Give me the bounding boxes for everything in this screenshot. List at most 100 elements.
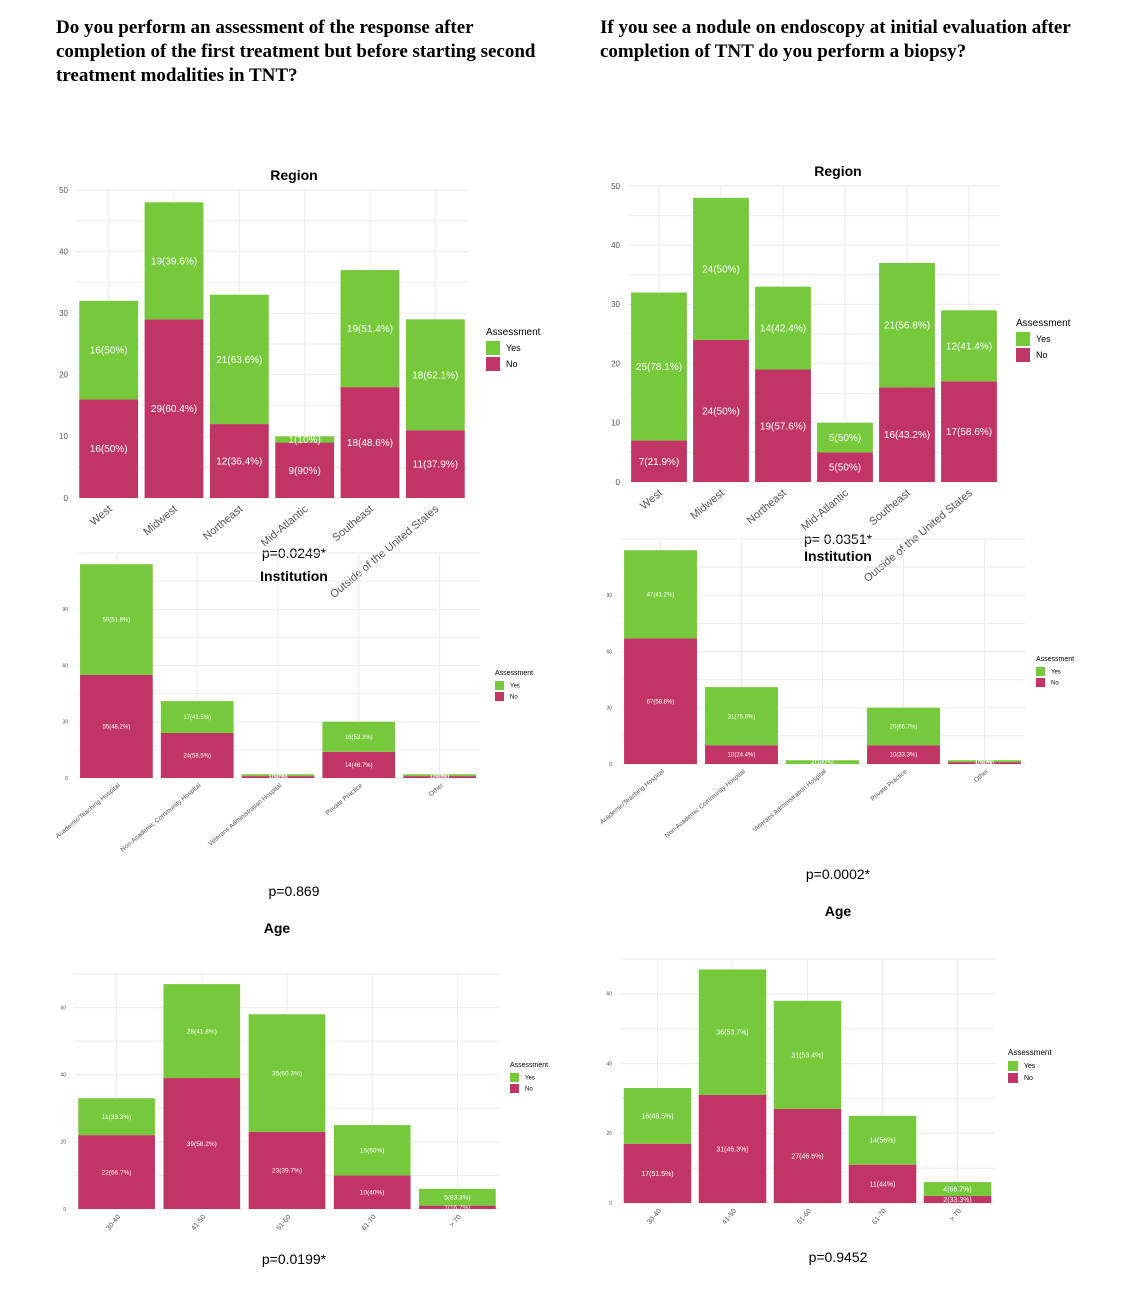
y-tick-label: 0 [609, 1201, 612, 1207]
legend-title: Assessment [495, 670, 533, 677]
x-tick-label: Midwest [688, 487, 727, 522]
legend-title: Assessment [1008, 1048, 1052, 1057]
legend-swatch [510, 1084, 519, 1093]
bar-label-yes: 35(60.3%) [272, 1070, 302, 1077]
y-tick-label: 50 [59, 186, 68, 195]
bar-label-no: 1(50%) [268, 775, 287, 781]
legend-swatch [1008, 1061, 1018, 1071]
p-value: p=0.9452 [809, 1249, 868, 1265]
bar-label-no: 19(57.6%) [760, 421, 806, 432]
legend-label: Yes [1036, 334, 1051, 344]
legend-swatch [1016, 332, 1030, 346]
bar-no [163, 1078, 241, 1209]
bar-label-no: 27(46.6%) [791, 1153, 823, 1160]
bar-yes [817, 422, 873, 453]
legend-label: Yes [525, 1075, 535, 1081]
bar-no [419, 1205, 496, 1209]
legend-title: Assessment [510, 1062, 548, 1069]
bar-yes [163, 984, 241, 1079]
bar-label-no: 67(58.8%) [647, 699, 675, 705]
bar-yes [403, 774, 476, 777]
chart-svg: 0 10 20 30 40 50 16(50%) 16(50%) West 29(60.4%) 19… [59, 167, 541, 601]
legend-label: Yes [1024, 1063, 1036, 1070]
y-tick-label: 60 [606, 649, 612, 655]
legend-title: Assessment [1016, 318, 1071, 329]
bar-label-yes: 21(56.8%) [884, 321, 930, 332]
bar-label-yes: 16(53.3%) [345, 735, 373, 741]
y-tick-label: 30 [59, 309, 68, 318]
bar-label-no: 31(46.3%) [716, 1146, 748, 1153]
bar-label-yes: 12(41.4%) [946, 341, 992, 352]
bar-label-yes: 21(63.6%) [216, 355, 262, 366]
bar-label-no: 12(36.4%) [216, 457, 262, 468]
bar-no [879, 387, 935, 482]
x-tick-label: 61-70 [361, 1214, 378, 1232]
bar-yes [405, 319, 465, 431]
bar-no [867, 745, 940, 764]
bar-label-yes: 36(53.7%) [716, 1030, 748, 1037]
bar-no [773, 1108, 842, 1203]
legend-swatch [486, 357, 500, 371]
y-tick-label: 20 [611, 359, 620, 368]
x-tick-label: Mid-Atlantic [259, 503, 311, 549]
y-tick-label: 0 [63, 1207, 66, 1213]
chart-left-region: 0 10 20 30 40 50 16(50%) 16(50%) West 29(60.4%) 19… [0, 80, 564, 601]
bar-yes [623, 1087, 692, 1144]
bar-label-yes: 15(60%) [360, 1148, 385, 1155]
bar-label-no: 22(66.7%) [102, 1169, 132, 1176]
legend-label: No [1036, 350, 1048, 360]
bar-no [923, 1196, 992, 1203]
y-tick-label: 30 [611, 300, 620, 309]
chart-title: Region [814, 163, 861, 179]
bar-yes [80, 564, 153, 675]
bar-no [941, 381, 997, 482]
bar-no [405, 430, 465, 498]
y-tick-label: 10 [611, 419, 620, 428]
bar-yes [78, 1098, 155, 1136]
bar-label-yes: 4(66.7%) [943, 1187, 971, 1194]
question-right: If you see a nodule on endoscopy at init… [600, 17, 1071, 62]
legend-label: No [1051, 680, 1059, 686]
bar-yes [322, 721, 396, 752]
x-tick-label: West [638, 487, 665, 512]
bar-no [144, 319, 204, 498]
bar-yes [879, 262, 935, 388]
bar-label-yes: 5(50%) [829, 433, 861, 444]
chart-right-institution: 0 30 60 90 67(58.8%) 47(41.2%) Academic/Teachi… [564, 538, 1128, 885]
x-tick-label: Academic/Teaching Hospital [55, 782, 122, 840]
bar-label-no: 1(50%) [975, 761, 994, 767]
bar-label-no: 55(48.2%) [103, 725, 131, 731]
y-tick-label: 20 [59, 371, 68, 380]
y-tick-label: 50 [611, 182, 620, 191]
bar-label-yes: 31(75.6%) [728, 714, 756, 720]
x-tick-label: Veterans Administration Hospital [752, 768, 829, 834]
bar-yes [275, 436, 335, 443]
chart-right-region: 0 10 20 30 40 50 7(21.9%) 25(78.1%) West 24(50%) 2… [564, 80, 1128, 585]
bar-no [693, 339, 749, 482]
bar-yes [848, 1115, 917, 1165]
legend-swatch [486, 341, 500, 355]
bar-yes [160, 701, 234, 733]
bar-label-yes: 2(100%) [811, 760, 834, 766]
bar-label-yes: 18(62.1%) [412, 370, 458, 381]
x-tick-label: Non-Academic Community Hospital [119, 782, 203, 854]
bar-label-yes: 17(41.5%) [183, 715, 211, 721]
bar-label-no: 10(33.3%) [890, 753, 918, 759]
y-tick-label: 40 [60, 1072, 66, 1078]
x-tick-label: Southeast [867, 487, 913, 528]
chart-svg: 0 10 20 30 40 50 7(21.9%) 25(78.1%) West 24(50%) 2… [611, 163, 1071, 585]
x-tick-label: 51-60 [796, 1208, 813, 1226]
bar-label-yes: 31(53.4%) [791, 1052, 823, 1059]
y-tick-label: 60 [60, 1005, 66, 1011]
bar-no [631, 440, 687, 482]
x-tick-label: Other [428, 782, 446, 798]
bar-yes [941, 310, 997, 382]
x-tick-label: Non-Academic Community Hospital [664, 768, 748, 840]
bar-label-no: 24(58.5%) [183, 754, 211, 760]
bar-yes [786, 760, 859, 764]
bar-label-yes: 5(83.3%) [444, 1195, 470, 1202]
x-tick-label: Veterans Administration Hospital [207, 782, 284, 848]
bar-no [79, 399, 139, 498]
bar-label-no: 17(51.5%) [641, 1171, 673, 1178]
p-value: p=0.869 [269, 883, 320, 899]
